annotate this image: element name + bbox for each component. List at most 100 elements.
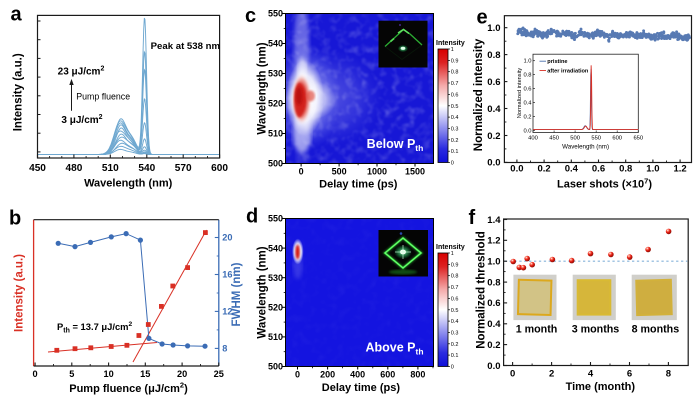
- svg-text:0.2: 0.2: [537, 164, 550, 175]
- svg-text:1500: 1500: [405, 166, 425, 176]
- svg-text:400: 400: [528, 136, 538, 142]
- svg-text:Wavelength (nm): Wavelength (nm): [257, 246, 269, 338]
- svg-text:Intensity: Intensity: [436, 244, 465, 251]
- svg-text:Pth = 13.7 μJ/cm2: Pth = 13.7 μJ/cm2: [57, 321, 133, 335]
- svg-text:4: 4: [588, 368, 594, 379]
- svg-text:25: 25: [214, 369, 224, 379]
- svg-text:Laser shots (×107): Laser shots (×107): [557, 176, 652, 190]
- svg-text:500: 500: [268, 159, 283, 169]
- svg-text:3 months: 3 months: [572, 324, 620, 336]
- svg-text:0.7: 0.7: [451, 81, 459, 87]
- svg-text:0.4: 0.4: [523, 101, 532, 107]
- svg-text:5: 5: [69, 369, 74, 379]
- svg-text:Pump fluence: Pump fluence: [76, 92, 130, 102]
- svg-text:450: 450: [29, 163, 46, 174]
- svg-text:Normalized intensity: Normalized intensity: [517, 68, 523, 119]
- svg-text:0.0: 0.0: [523, 128, 531, 134]
- svg-text:Delay time (ps): Delay time (ps): [319, 179, 398, 191]
- svg-text:Below Pth: Below Pth: [367, 137, 424, 153]
- svg-text:Wavelength (nm): Wavelength (nm): [84, 178, 173, 190]
- svg-text:450: 450: [549, 136, 559, 142]
- svg-text:0.6: 0.6: [487, 298, 500, 309]
- svg-text:0.5: 0.5: [451, 104, 459, 110]
- svg-text:0.2: 0.2: [487, 340, 500, 351]
- svg-text:1.4: 1.4: [487, 215, 501, 226]
- svg-text:0.8: 0.8: [451, 274, 459, 280]
- svg-text:0.0: 0.0: [510, 164, 523, 175]
- svg-text:6: 6: [627, 368, 632, 379]
- svg-text:FWHM (nm): FWHM (nm): [231, 262, 243, 326]
- svg-text:200: 200: [320, 369, 335, 379]
- svg-text:510: 510: [268, 129, 283, 139]
- svg-text:20: 20: [177, 369, 187, 379]
- svg-text:Time (month): Time (month): [566, 381, 636, 393]
- svg-text:0: 0: [451, 365, 454, 371]
- svg-text:500: 500: [332, 166, 347, 176]
- svg-text:0.1: 0.1: [451, 149, 459, 155]
- svg-text:Intensity: Intensity: [436, 40, 465, 47]
- svg-text:12: 12: [222, 307, 232, 317]
- svg-text:f: f: [469, 207, 476, 229]
- svg-text:550: 550: [268, 214, 283, 224]
- svg-text:1.0: 1.0: [487, 257, 500, 268]
- svg-text:0.6: 0.6: [487, 77, 500, 88]
- svg-text:0.6: 0.6: [451, 92, 459, 98]
- svg-text:0: 0: [510, 368, 515, 379]
- svg-text:b: b: [9, 208, 21, 230]
- svg-text:1.0: 1.0: [487, 23, 500, 34]
- svg-text:0.6: 0.6: [592, 164, 605, 175]
- svg-text:0: 0: [451, 161, 454, 167]
- svg-text:0.9: 0.9: [451, 58, 459, 64]
- svg-text:0: 0: [299, 166, 304, 176]
- svg-text:650: 650: [633, 136, 643, 142]
- svg-text:510: 510: [268, 332, 283, 342]
- svg-text:23 μJ/cm2: 23 μJ/cm2: [58, 66, 105, 78]
- svg-text:2: 2: [549, 368, 554, 379]
- svg-text:600: 600: [380, 369, 395, 379]
- svg-text:1.2: 1.2: [487, 236, 500, 247]
- svg-text:20: 20: [222, 233, 232, 243]
- svg-text:Intensity (a.u.): Intensity (a.u.): [13, 53, 25, 131]
- svg-text:570: 570: [175, 163, 192, 174]
- svg-text:400: 400: [350, 369, 365, 379]
- svg-text:530: 530: [268, 69, 283, 79]
- svg-text:540: 540: [268, 243, 283, 253]
- svg-text:540: 540: [138, 163, 155, 174]
- svg-text:520: 520: [268, 99, 283, 109]
- svg-text:8: 8: [666, 368, 671, 379]
- svg-text:0.6: 0.6: [451, 296, 459, 302]
- svg-text:480: 480: [65, 163, 82, 174]
- svg-text:800: 800: [410, 369, 425, 379]
- svg-text:0.4: 0.4: [565, 164, 579, 175]
- svg-text:Delay time (ps): Delay time (ps): [322, 382, 401, 394]
- svg-text:530: 530: [268, 273, 283, 283]
- svg-text:Intensity (a.u.): Intensity (a.u.): [14, 254, 26, 332]
- svg-text:Normalized threshold: Normalized threshold: [476, 231, 488, 349]
- svg-text:15: 15: [140, 369, 150, 379]
- svg-text:3 μJ/cm2: 3 μJ/cm2: [61, 114, 102, 126]
- svg-text:1: 1: [451, 47, 454, 53]
- svg-text:600: 600: [211, 163, 228, 174]
- svg-text:0.9: 0.9: [451, 262, 459, 268]
- svg-text:Peak at 538 nm: Peak at 538 nm: [151, 41, 220, 52]
- svg-text:0.2: 0.2: [451, 138, 459, 144]
- svg-text:e: e: [477, 7, 488, 29]
- svg-text:Wavelength (nm): Wavelength (nm): [257, 42, 269, 134]
- svg-text:0: 0: [33, 369, 38, 379]
- svg-text:0.8: 0.8: [487, 50, 500, 61]
- svg-text:0.4: 0.4: [451, 319, 459, 325]
- svg-text:0.8: 0.8: [487, 277, 500, 288]
- svg-text:550: 550: [268, 9, 283, 19]
- svg-text:c: c: [245, 5, 256, 27]
- svg-text:0.2: 0.2: [523, 115, 531, 121]
- svg-text:Normalized intensity: Normalized intensity: [473, 38, 485, 151]
- svg-text:0.8: 0.8: [619, 164, 632, 175]
- svg-text:0.4: 0.4: [451, 115, 459, 121]
- svg-text:0: 0: [295, 369, 300, 379]
- svg-text:0.2: 0.2: [487, 131, 500, 142]
- svg-text:a: a: [11, 4, 23, 26]
- svg-text:Above Pth: Above Pth: [365, 341, 423, 357]
- svg-text:0.1: 0.1: [451, 353, 459, 359]
- svg-text:after irradiation: after irradiation: [547, 69, 589, 75]
- svg-text:0.5: 0.5: [451, 308, 459, 314]
